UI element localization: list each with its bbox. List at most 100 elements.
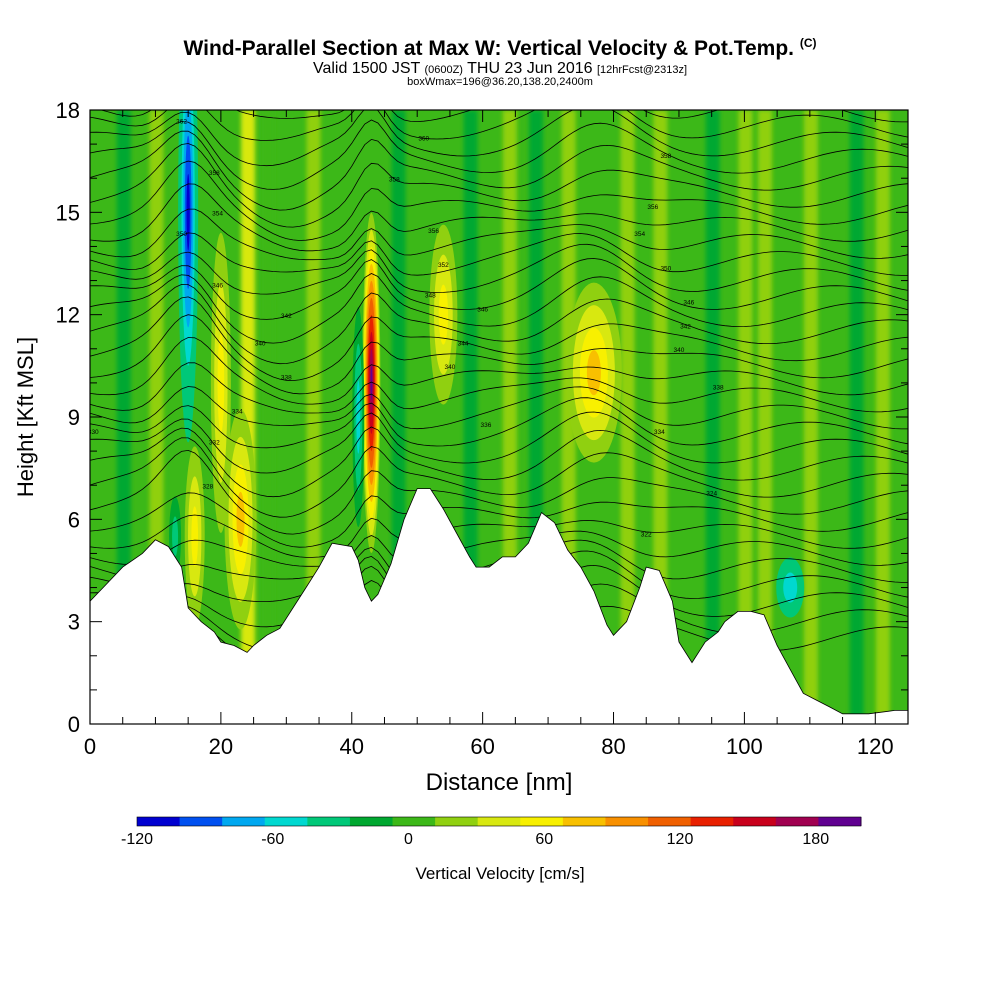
downdraft-core	[776, 557, 805, 618]
theta-label: 340	[255, 340, 266, 347]
colorbar-swatch	[775, 817, 819, 826]
y-axis-label: Height [Kft MSL]	[13, 337, 38, 497]
theta-contour	[90, 337, 908, 405]
colorbar-swatch	[477, 817, 521, 826]
updraft-core	[224, 409, 257, 630]
box-wmax-info: boxWmax=196@36.20,138.20,2400m	[407, 76, 593, 88]
colorbar-swatch	[818, 817, 862, 826]
core-level	[356, 380, 361, 454]
theta-contour	[90, 208, 908, 261]
theta-label: 328	[202, 484, 213, 491]
theta-label: 322	[641, 531, 652, 538]
field-band	[758, 110, 773, 724]
theta-label: 362	[176, 119, 187, 126]
theta-label: 332	[209, 439, 220, 446]
theta-contour-labels: 330 362 358 354 350 346 342 340 338 334 332 328 360 3…	[88, 119, 724, 539]
theta-label: 352	[438, 262, 449, 269]
theta-contour	[90, 386, 908, 430]
x-tick-label: 80	[601, 734, 625, 759]
theta-contour	[90, 296, 908, 382]
theta-contour	[90, 30, 908, 97]
colorbar-frame	[136, 816, 862, 827]
field-band	[875, 110, 890, 724]
field-band	[705, 110, 720, 724]
theta-label: 356	[647, 204, 658, 211]
y-tick-label: 3	[68, 610, 80, 635]
colorbar-swatch	[392, 817, 436, 826]
core-level	[191, 506, 199, 567]
x-tick-label: 100	[726, 734, 763, 759]
colorbar-tick-label: 180	[802, 831, 829, 848]
updraft-core	[184, 446, 205, 627]
theta-contour	[90, 426, 908, 498]
chart-title: Wind-Parallel Section at Max W: Vertical…	[0, 36, 1000, 61]
updraft-core	[362, 212, 381, 553]
colorbar-swatch	[435, 817, 479, 826]
y-tick-label: 18	[56, 98, 80, 123]
theta-label: 340	[674, 347, 685, 354]
colorbar-tick-label: 120	[667, 831, 694, 848]
theta-contour	[90, 55, 908, 106]
y-tick-label: 9	[68, 405, 80, 430]
colorbar-swatch	[222, 817, 266, 826]
theta-contour	[90, 437, 908, 518]
theta-label: 330	[88, 429, 99, 436]
updraft-core	[429, 224, 458, 405]
colorbar-swatch	[307, 817, 351, 826]
core-level	[236, 491, 245, 547]
colorbar-swatch	[648, 817, 692, 826]
theta-label: 346	[683, 299, 694, 306]
theta-label: 334	[232, 409, 243, 416]
copyright-mark: (C)	[799, 36, 817, 50]
theta-label: 358	[209, 170, 220, 177]
y-tick-label: 0	[68, 712, 80, 737]
x-tick-label: 40	[340, 734, 364, 759]
theta-contour	[90, 514, 908, 558]
theta-label: 354	[212, 211, 223, 218]
theta-contour	[90, 397, 908, 449]
theta-contour	[90, 110, 908, 167]
field-band	[738, 110, 753, 724]
theta-label: 350	[176, 231, 187, 238]
theta-label: 338	[713, 385, 724, 392]
colorbar-tick-label: 60	[535, 831, 553, 848]
field-band	[260, 110, 275, 724]
x-tick-label: 60	[470, 734, 494, 759]
core-level	[370, 365, 373, 400]
theta-contour	[90, 530, 908, 567]
theta-label: 354	[634, 231, 645, 238]
core-level	[186, 174, 190, 251]
theta-label: 342	[281, 313, 292, 320]
updraft-core	[565, 282, 622, 463]
colorbar-swatch	[264, 817, 308, 826]
forecast-info: [12hrFcst@2313z]	[596, 64, 688, 76]
theta-contour	[90, 283, 908, 365]
theta-contour	[90, 362, 908, 414]
x-tick-label: 0	[84, 734, 96, 759]
theta-contour	[90, 273, 908, 344]
colorbar-swatch	[562, 817, 606, 826]
x-axis-label: Distance [nm]	[426, 769, 573, 796]
theta-label: 346	[477, 306, 488, 313]
colorbar-tick-label: -60	[261, 831, 284, 848]
theta-contours	[90, 30, 908, 672]
theta-contour	[90, 258, 908, 320]
theta-contour	[90, 119, 908, 190]
downdraft-core	[352, 307, 365, 527]
colorbar-label: Vertical Velocity [cm/s]	[415, 864, 585, 883]
y-tick-label: 6	[68, 507, 80, 532]
colorbar-swatch	[179, 817, 223, 826]
y-tick-label: 12	[56, 303, 80, 328]
theta-label: 344	[458, 340, 469, 347]
theta-contour	[90, 183, 908, 252]
x-tick-label: 120	[857, 734, 894, 759]
core-level	[586, 350, 601, 396]
colorbar-swatch	[137, 817, 181, 826]
theta-label: 342	[680, 323, 691, 330]
theta-contour	[90, 314, 908, 395]
theta-label: 340	[444, 364, 455, 371]
valid-time-utc: (0600Z)	[424, 64, 463, 76]
colorbar-tick-label: 0	[404, 831, 413, 848]
terrain	[90, 488, 908, 724]
